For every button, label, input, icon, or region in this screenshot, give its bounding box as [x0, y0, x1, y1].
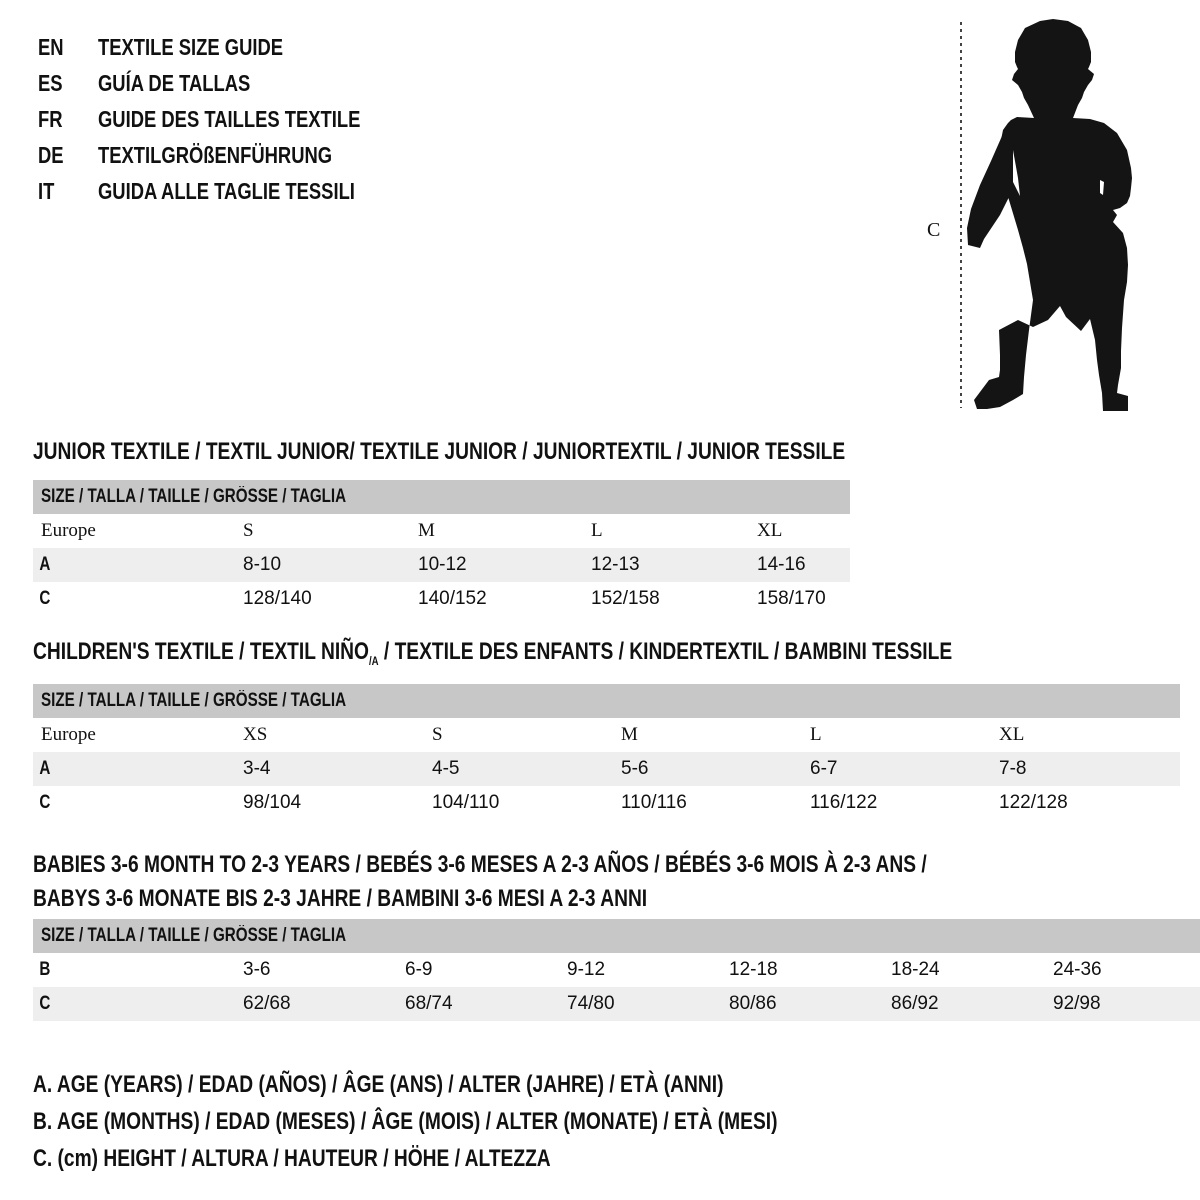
svg-text:C: C — [927, 219, 940, 241]
